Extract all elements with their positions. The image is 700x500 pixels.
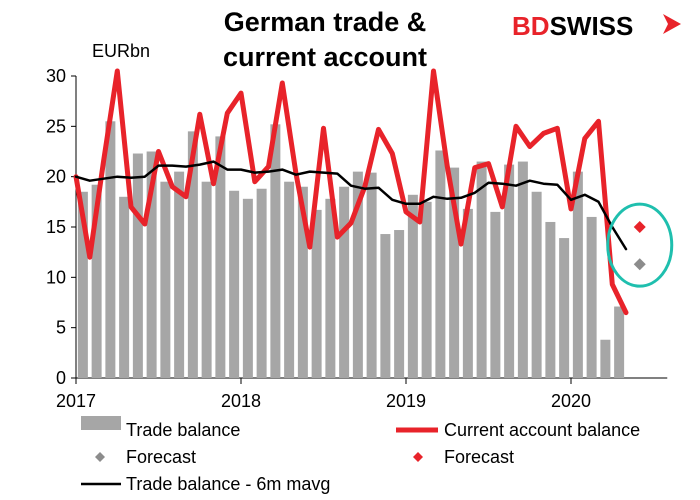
trade-balance-bar <box>311 209 322 378</box>
trade-forecast-marker <box>633 258 646 271</box>
brand-swiss: SWISS <box>550 11 634 41</box>
trade-balance-bar <box>559 238 570 378</box>
trade-balance-bar <box>504 164 515 378</box>
trade-balance-bar <box>160 181 171 378</box>
legend-label-current-account-forecast: Forecast <box>444 447 514 467</box>
trade-balance-bar <box>119 196 130 378</box>
trade-balance-bar <box>531 191 542 378</box>
trade-balance-bar <box>517 161 528 378</box>
y-tick-label: 5 <box>56 318 66 338</box>
svg-text:BDSWISS: BDSWISS <box>512 11 633 41</box>
current-account-line <box>73 68 629 316</box>
current-account-forecast-marker <box>633 221 646 233</box>
plot-area: 0 5 10 15 20 25 30 2017 2018 2019 2020 <box>46 66 674 411</box>
brand-logo: BDSWISS <box>512 11 681 41</box>
trade-balance-bar <box>421 201 432 378</box>
forecast-highlight-ellipse <box>606 202 674 288</box>
trade-balance-bar <box>449 167 460 378</box>
legend-label-trade-forecast: Forecast <box>126 447 196 467</box>
trade-balance-mavg-line <box>74 160 628 251</box>
legend-label-trade-mavg: Trade balance - 6m mavg <box>126 474 330 494</box>
trade-balance-bar <box>339 186 350 378</box>
trade-balance-bar <box>614 306 625 378</box>
trade-balance-bar <box>284 181 295 378</box>
trade-balance-bar <box>435 150 446 378</box>
trade-balance-bar <box>174 171 185 378</box>
trade-balance-bar <box>586 216 597 378</box>
trade-balance-bar <box>394 230 405 378</box>
trade-balance-bar <box>325 198 336 378</box>
trade-balance-bar <box>407 194 418 378</box>
trade-balance-bar <box>229 190 240 378</box>
trade-balance-bar <box>77 191 88 378</box>
legend-swatch-trade-balance <box>81 416 121 430</box>
x-tick-label: 2019 <box>386 391 426 411</box>
y-tick-label: 25 <box>46 116 66 136</box>
trade-balance-bar <box>572 171 583 378</box>
trade-balance-bar <box>105 121 116 379</box>
trade-balance-bar <box>215 136 226 378</box>
trade-balance-bar <box>132 153 143 378</box>
x-tick-label: 2018 <box>221 391 261 411</box>
trade-balance-bar <box>242 198 253 378</box>
x-tick-label: 2020 <box>551 391 591 411</box>
legend: Trade balance Current account balance Fore… <box>81 416 640 494</box>
y-tick-label: 20 <box>46 167 66 187</box>
trade-balance-bar <box>201 181 212 378</box>
legend-swatch-trade-forecast <box>95 452 105 462</box>
trade-balance-bar <box>600 339 611 378</box>
trade-balance-bar <box>380 234 391 378</box>
y-tick-label: 15 <box>46 217 66 237</box>
y-tick-label: 10 <box>46 267 66 287</box>
trade-balance-bar <box>545 221 556 378</box>
trade-balance-bar <box>490 211 501 378</box>
trade-balance-bar <box>91 184 102 378</box>
y-tick-label: 0 <box>56 368 66 388</box>
arrow-logo-icon <box>663 14 681 34</box>
legend-swatch-current-account-forecast <box>413 452 423 462</box>
trade-balance-bar <box>476 161 487 378</box>
trade-balance-bar <box>462 208 473 378</box>
trade-balance-bar <box>352 171 363 378</box>
trade-balance-bar <box>187 131 198 378</box>
trade-balance-bar <box>270 124 281 378</box>
y-tick-label: 30 <box>46 66 66 86</box>
x-tick-label: 2017 <box>56 391 96 411</box>
trade-balance-bar <box>256 188 267 378</box>
brand-bd: BD <box>512 11 550 41</box>
legend-label-current-account: Current account balance <box>444 420 640 440</box>
legend-label-trade-balance: Trade balance <box>126 420 240 440</box>
unit-label: EURbn <box>92 41 150 61</box>
chart-title-line-2: current account <box>223 42 427 72</box>
chart-title-line-1: German trade & <box>224 7 427 37</box>
trade-balance-bar <box>366 172 377 378</box>
trade-balance-bar <box>297 186 308 378</box>
trade-balance-bar <box>146 151 157 378</box>
